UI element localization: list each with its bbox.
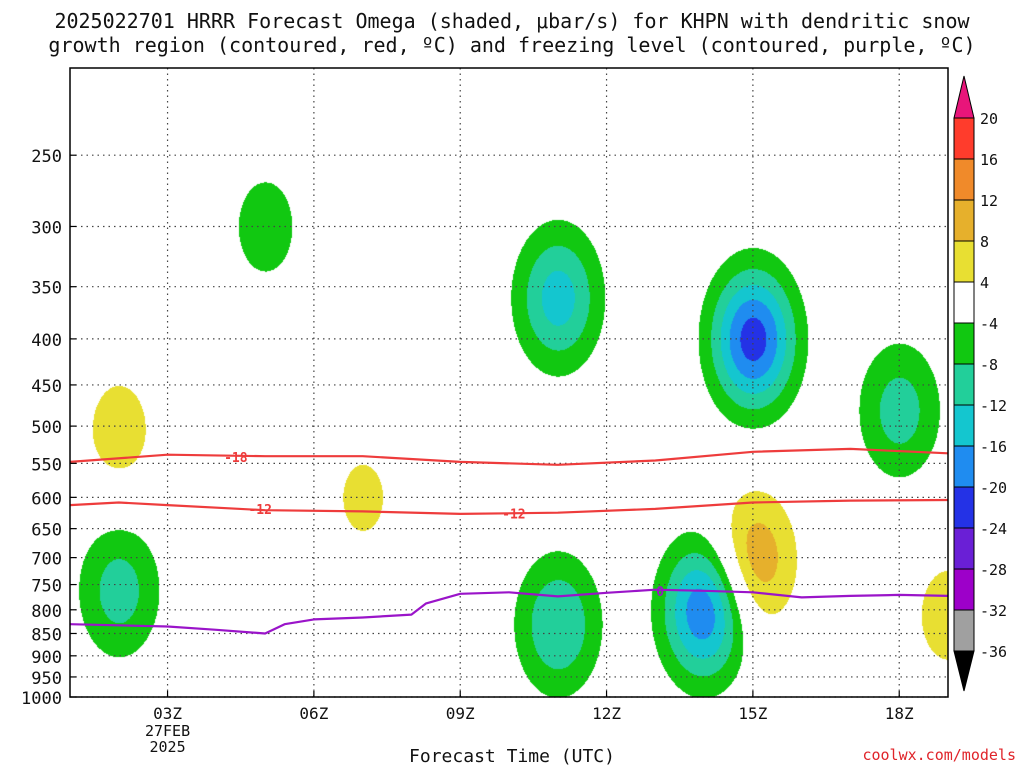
- contour-label: -18: [224, 451, 248, 466]
- x-tick-label: 09Z: [446, 704, 475, 723]
- y-tick-label: 400: [31, 331, 62, 351]
- contour-label: 0: [656, 585, 664, 600]
- colorbar-swatch: [953, 240, 975, 283]
- colorbar-swatch: [953, 281, 975, 324]
- x-axis-label: Forecast Time (UTC): [409, 746, 615, 767]
- y-tick-label: 550: [31, 455, 62, 475]
- plot-frame: [69, 67, 949, 698]
- colorbar-swatch: [953, 445, 975, 488]
- y-tick-label: 350: [31, 279, 62, 299]
- colorbar-swatch: [953, 158, 975, 201]
- y-tick-label: 950: [31, 669, 62, 689]
- colorbar-swatch: [953, 609, 975, 652]
- y-tick-label: 250: [31, 147, 62, 167]
- y-tick-label: 1000: [21, 689, 62, 709]
- colorbar-label: -24: [980, 520, 1007, 538]
- x-tick-label: 12Z: [592, 704, 621, 723]
- y-tick-label: 650: [31, 521, 62, 541]
- y-tick-label: 300: [31, 218, 62, 238]
- colorbar-swatch: [953, 404, 975, 447]
- contour-lines: -18 -12 -12 0: [70, 447, 948, 635]
- colorbar-label: -32: [980, 602, 1007, 620]
- colorbar-label: -16: [980, 438, 1007, 456]
- x-tick-label: 06Z: [299, 704, 328, 723]
- colorbar-label: 4: [980, 274, 989, 292]
- colorbar-top-arrow: [953, 75, 975, 119]
- chart-title-line-1: 2025022701 HRRR Forecast Omega (shaded, …: [54, 9, 970, 33]
- colorbar-label: -28: [980, 561, 1007, 579]
- colorbar-swatch: [953, 486, 975, 529]
- colorbar-label: 20: [980, 110, 998, 128]
- grid-lines: [70, 68, 948, 698]
- colorbar-swatch: [953, 527, 975, 570]
- dgz-contour-minus18: [70, 447, 948, 466]
- credit-text: coolwx.com/models: [862, 746, 1016, 764]
- y-tick-label: 700: [31, 550, 62, 570]
- colorbar-label: -4: [980, 315, 998, 333]
- y-tick-label: 600: [31, 489, 62, 509]
- contour-label: -12: [248, 503, 271, 518]
- colorbar-label: -8: [980, 356, 998, 374]
- x-tick-sublabel: 27FEB: [145, 722, 190, 740]
- colorbar-swatch: [953, 568, 975, 611]
- dgz-contour-minus12: [70, 498, 948, 516]
- colorbar-swatch: [953, 117, 975, 160]
- colorbar-label: -36: [980, 643, 1007, 661]
- y-tick-label: 500: [31, 418, 62, 438]
- omega-shaded-field: [70, 68, 948, 697]
- contour-label: -12: [502, 507, 525, 522]
- colorbar: -36 -32 -28 -24 -20 -16 -12 -8 -4 4 8 12 16 20: [953, 75, 1007, 692]
- y-tick-label: 800: [31, 602, 62, 622]
- colorbar-label: -12: [980, 397, 1007, 415]
- colorbar-swatch: [953, 363, 975, 406]
- y-tick-label: 900: [31, 648, 62, 668]
- x-tick-label: 03Z: [153, 704, 182, 723]
- colorbar-swatch: [953, 322, 975, 365]
- x-tick-label: 15Z: [738, 704, 767, 723]
- colorbar-label: 12: [980, 192, 998, 210]
- colorbar-label: 8: [980, 233, 989, 251]
- colorbar-bottom-arrow: [953, 650, 975, 692]
- chart-title-line-2: growth region (contoured, red, ºC) and f…: [48, 33, 976, 57]
- colorbar-swatch: [953, 199, 975, 242]
- y-axis: 250 300 350 400 450 500 550 600 650 700 750 800 850 9…: [21, 147, 76, 709]
- colorbar-label: 16: [980, 151, 998, 169]
- colorbar-label: -20: [980, 479, 1007, 497]
- y-tick-label: 850: [31, 625, 62, 645]
- x-tick-sublabel: 2025: [149, 738, 185, 756]
- freezing-level-contour: [70, 588, 948, 635]
- y-tick-label: 450: [31, 377, 62, 397]
- y-tick-label: 750: [31, 577, 62, 597]
- x-tick-label: 18Z: [885, 704, 914, 723]
